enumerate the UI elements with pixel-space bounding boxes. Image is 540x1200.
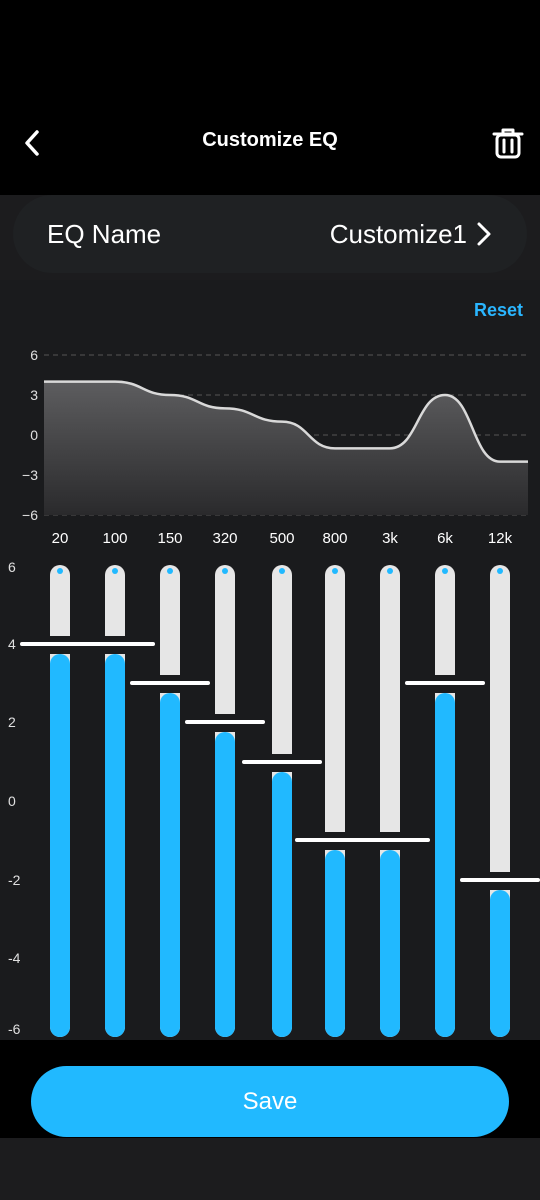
slider-scale-tick: -6 (8, 1021, 21, 1037)
eq-curve-area (44, 381, 528, 515)
eq-name-value-group: Customize1 (330, 219, 493, 250)
eq-band-slider[interactable] (460, 565, 540, 1037)
band-frequency-label: 800 (322, 530, 348, 547)
eq-band-slider[interactable] (242, 565, 322, 1037)
slider-fill (160, 693, 180, 1037)
slider-max-dot (167, 568, 173, 574)
slider-fill (272, 771, 292, 1037)
slider-handle[interactable] (460, 877, 540, 882)
eq-curve-line (43, 380, 528, 463)
slider-max-dot (112, 568, 118, 574)
graph-y-tick: 6 (30, 347, 38, 363)
slider-max-dot (222, 568, 228, 574)
eq-response-graph: 6 3 0 −3 −6 (22, 347, 528, 523)
top-bar (0, 0, 540, 195)
band-frequency-label: 6k (437, 530, 453, 547)
slider-handle[interactable] (75, 641, 155, 646)
slider-scale-tick: 2 (8, 714, 16, 731)
page-title: Customize EQ (202, 129, 338, 151)
slider-fill (50, 653, 70, 1037)
chevron-right-icon (477, 222, 491, 246)
eq-band-slider[interactable] (405, 565, 485, 1037)
band-frequency-label: 100 (102, 530, 128, 547)
graph-y-tick: −3 (22, 467, 38, 483)
reset-button[interactable]: Reset (473, 300, 523, 320)
slider-fill (490, 889, 510, 1037)
eq-name-value: Customize1 (329, 218, 467, 249)
slider-handle[interactable] (20, 641, 100, 646)
band-frequency-label: 20 (51, 530, 69, 547)
graph-y-tick: 3 (30, 387, 38, 403)
slider-handle[interactable] (130, 681, 210, 685)
band-frequency-label: 3k (382, 530, 398, 547)
slider-handle[interactable] (242, 759, 322, 764)
save-button[interactable]: Save (31, 1066, 509, 1137)
graph-y-tick: −6 (22, 507, 38, 523)
slider-max-dot (442, 568, 448, 574)
eq-band-slider[interactable] (20, 565, 100, 1037)
footer (0, 1138, 540, 1200)
eq-name-row[interactable]: EQ Name Customize1 (13, 195, 527, 273)
eq-band-slider[interactable] (350, 565, 430, 1037)
slider-handle[interactable] (405, 681, 485, 685)
slider-max-dot (497, 568, 503, 574)
band-frequency-label: 150 (157, 530, 183, 547)
eq-band-slider[interactable] (75, 565, 155, 1037)
slider-fill (380, 850, 400, 1037)
slider-handle[interactable] (295, 838, 375, 843)
slider-scale-tick: 6 (8, 559, 16, 575)
chevron-left-icon[interactable] (18, 128, 48, 158)
trash-icon[interactable] (490, 126, 526, 160)
slider-scale-tick: -4 (8, 950, 21, 967)
eq-name-label: EQ Name (47, 218, 162, 249)
slider-handle[interactable] (185, 720, 265, 725)
band-frequency-label: 12k (487, 530, 513, 547)
slider-handle[interactable] (350, 838, 430, 843)
slider-fill (325, 850, 345, 1037)
slider-max-dot (387, 568, 393, 574)
slider-fill (435, 693, 455, 1037)
slider-max-dot (332, 568, 338, 574)
eq-band-slider[interactable] (295, 565, 375, 1037)
eq-band-slider[interactable] (130, 565, 210, 1037)
slider-max-dot (57, 568, 63, 574)
slider-fill (215, 732, 235, 1037)
slider-scale-tick: 4 (8, 635, 16, 652)
graph-y-tick: 0 (30, 427, 38, 443)
band-frequency-label: 320 (212, 530, 238, 547)
band-frequency-label: 500 (269, 530, 295, 547)
eq-band-slider[interactable] (185, 565, 265, 1037)
slider-scale-tick: 0 (8, 793, 16, 809)
slider-fill (105, 653, 125, 1037)
slider-max-dot (279, 568, 285, 574)
slider-scale-tick: -2 (8, 871, 21, 888)
